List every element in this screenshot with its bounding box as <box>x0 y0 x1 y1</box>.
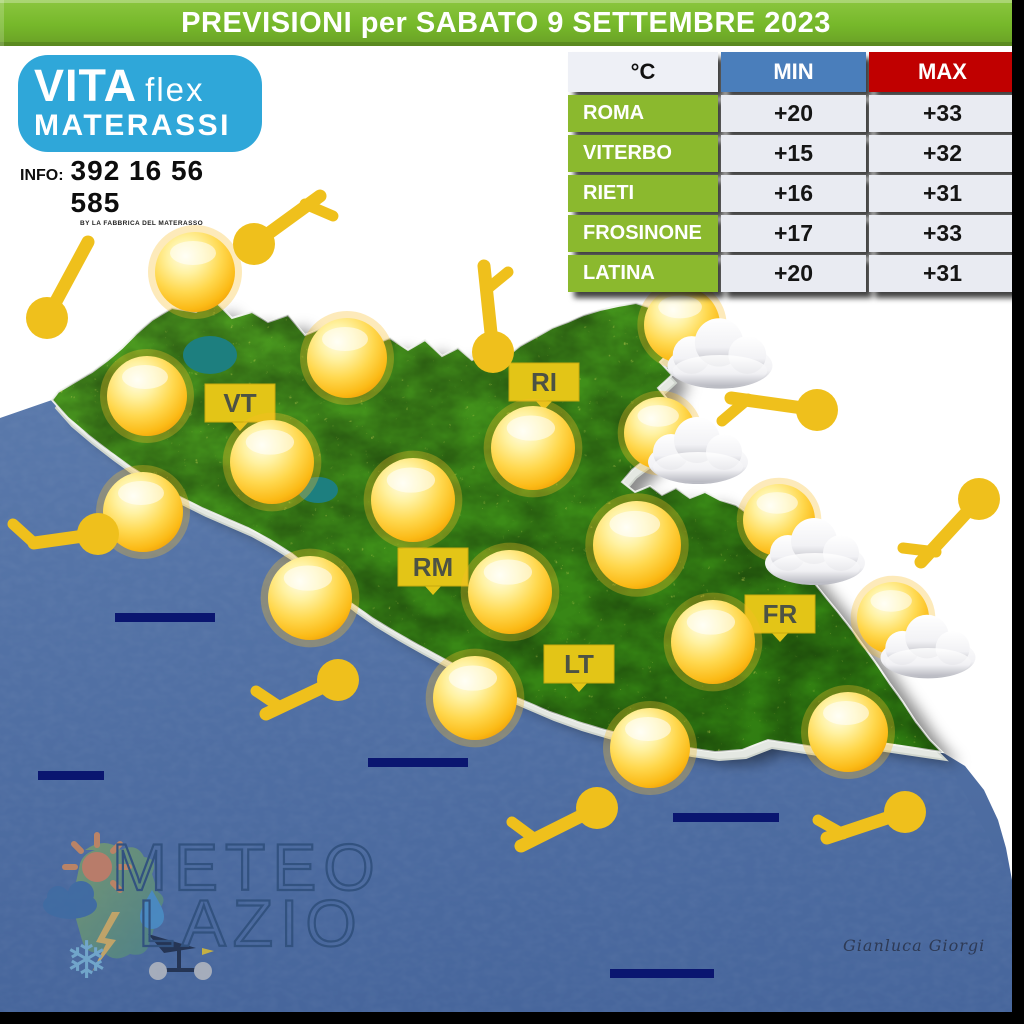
author-signature: Gianluca Giorgi <box>843 936 986 955</box>
lake-bolsena <box>183 336 237 374</box>
city-cell: FROSINONE <box>568 215 718 252</box>
table-row-rieti: RIETI +16 +31 <box>568 175 1012 212</box>
min-cell: +20 <box>721 95 866 132</box>
province-label-rm: RM <box>397 547 469 595</box>
sun-icon <box>363 450 463 550</box>
sea-state-dashes <box>38 613 779 978</box>
sea-state-dash <box>368 758 468 767</box>
province-label-lt: LT <box>543 644 615 692</box>
watermark-lightning-icon <box>92 912 120 972</box>
table-row-roma: ROMA +20 +33 <box>568 95 1012 132</box>
watermark-anemometer-icon <box>148 934 214 980</box>
sponsor-brand-materassi: MATERASSI <box>34 109 231 142</box>
max-cell: +33 <box>869 215 1012 252</box>
sun-icon <box>148 225 242 319</box>
watermark-text-meteo: METEO <box>112 830 382 904</box>
sponsor-info-label: INFO: <box>20 166 64 184</box>
province-label-text: VT <box>223 388 256 418</box>
sun-icon <box>585 493 689 597</box>
sun-icon <box>603 701 697 795</box>
wind-barb-icon <box>897 478 1000 569</box>
wind-barb-icon <box>812 791 926 845</box>
sponsor-logo-badge: VITA flex MATERASSI <box>18 55 262 152</box>
province-label-text: RM <box>413 552 453 582</box>
sponsor-brand-flex: flex <box>145 71 205 108</box>
watermark-sun-icon <box>62 832 132 893</box>
weather-graphic-canvas: ❄ METEO LAZIO <box>0 0 1012 1012</box>
table-header-unit: °C <box>568 52 718 92</box>
sun-icon <box>460 542 560 642</box>
min-cell: +20 <box>721 255 866 292</box>
wind-barb-icon <box>233 189 339 265</box>
temperature-table: °C MIN MAX ROMA +20 +33 VITERBO +15 +32 RIETI +… <box>568 52 1012 295</box>
watermark-text-lazio: LAZIO <box>138 886 364 960</box>
table-row-latina: LATINA +20 +31 <box>568 255 1012 292</box>
wind-barb-icon <box>7 513 119 555</box>
max-cell: +31 <box>869 175 1012 212</box>
wind-barb-icon <box>716 389 838 431</box>
sun-icon <box>425 648 525 748</box>
wind-barbs <box>7 189 1000 853</box>
title-banner: PREVISIONI per SABATO 9 SETTEMBRE 2023 <box>0 0 1012 46</box>
sun-icon <box>483 398 583 498</box>
city-cell: RIETI <box>568 175 718 212</box>
max-cell: +31 <box>869 255 1012 292</box>
min-cell: +16 <box>721 175 866 212</box>
table-header-row: °C MIN MAX <box>568 52 1012 92</box>
watermark-cloud-icon <box>43 881 97 919</box>
sponsor-brand-vita: VITA <box>34 60 138 111</box>
sponsor-phone-number: 392 16 56 585 <box>70 154 205 218</box>
table-body: ROMA +20 +33 VITERBO +15 +32 RIETI +16 +31 FROSIN… <box>568 95 1012 292</box>
sponsor-contact: INFO: 392 16 56 585 <box>18 155 262 219</box>
city-cell: ROMA <box>568 95 718 132</box>
lazio-weather-map: ❄ METEO LAZIO <box>0 189 1012 1012</box>
sun-icon <box>801 685 895 779</box>
wind-barb-icon <box>472 259 514 373</box>
sea-state-dash <box>673 813 779 822</box>
min-cell: +15 <box>721 135 866 172</box>
sun-icon <box>260 548 360 648</box>
watermark-snowflake-icon: ❄ <box>65 931 109 991</box>
table-row-viterbo: VITERBO +15 +32 <box>568 135 1012 172</box>
meteolazio-watermark: ❄ METEO LAZIO <box>43 829 382 991</box>
sun-icon <box>222 412 322 512</box>
min-cell: +17 <box>721 215 866 252</box>
table-header-min: MIN <box>721 52 866 92</box>
wind-barb-icon <box>506 787 618 853</box>
forecast-title: PREVISIONI per SABATO 9 SETTEMBRE 2023 <box>181 6 831 39</box>
watermark-raindrop-icon <box>140 890 164 929</box>
sun-icon <box>663 592 763 692</box>
sponsor-logo: VITA flex MATERASSI INFO: 392 16 56 585 … <box>18 55 262 227</box>
province-label-text: LT <box>564 649 594 679</box>
sea-state-dash <box>115 613 215 622</box>
max-cell: +33 <box>869 95 1012 132</box>
sun-icon <box>300 311 394 405</box>
sun-icon <box>100 349 194 443</box>
wind-barb-icon <box>250 659 359 721</box>
wind-barb-icon <box>26 235 95 339</box>
city-cell: LATINA <box>568 255 718 292</box>
sponsor-tagline: BY LA FABBRICA DEL MATERASSO <box>80 219 204 227</box>
max-cell: +32 <box>869 135 1012 172</box>
province-label-text: FR <box>763 599 798 629</box>
province-label-ri: RI <box>508 362 580 410</box>
province-label-text: RI <box>531 367 557 397</box>
city-cell: VITERBO <box>568 135 718 172</box>
sea-state-dash <box>38 771 104 780</box>
table-row-frosinone: FROSINONE +17 +33 <box>568 215 1012 252</box>
sea-state-dash <box>610 969 714 978</box>
table-header-max: MAX <box>869 52 1012 92</box>
